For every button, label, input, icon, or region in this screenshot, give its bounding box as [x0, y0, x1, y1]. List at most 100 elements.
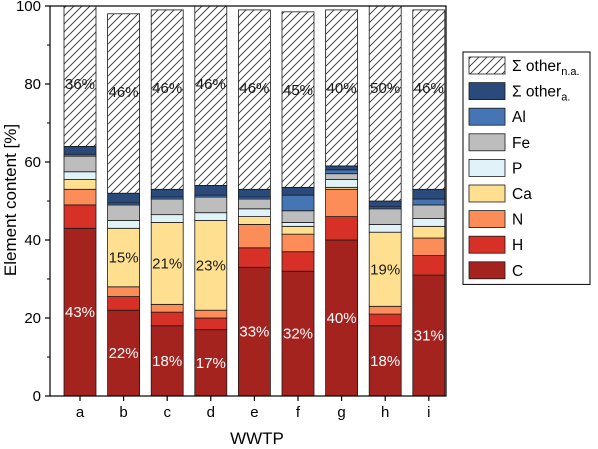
bar-segment-f-Fe: [281, 210, 315, 223]
data-label-h-other_na: 50%: [370, 80, 400, 97]
legend-label-Al: Al: [512, 109, 526, 126]
legend-label-N: N: [512, 212, 523, 229]
data-label-c-C: 18%: [152, 353, 182, 370]
y-tick-label-40: 40: [24, 232, 41, 249]
bar-segment-f-other_na: [281, 11, 315, 188]
bar-segment-d-P: [194, 212, 228, 221]
legend-swatch-other_na: [468, 56, 506, 75]
bar-segment-f-other_a: [281, 186, 315, 196]
bar-segment-a-other_a: [63, 145, 97, 155]
bar-segment-b-C: [107, 309, 140, 397]
x-tick-label-h: h: [381, 404, 389, 421]
bar-segment-g-Al: [325, 169, 359, 175]
bar-segment-f-Ca: [281, 225, 315, 235]
data-label-a-other_na: 36%: [65, 76, 95, 93]
bar-segment-b-Ca: [107, 227, 140, 288]
bar-segment-c-other_a: [150, 188, 184, 198]
data-label-g-C: 40%: [327, 310, 357, 327]
bar-segment-c-N: [150, 303, 184, 313]
bar-segment-d-Ca: [194, 220, 228, 311]
legend-label-H: H: [512, 237, 523, 254]
bar-segment-d-other_na: [194, 5, 228, 186]
bar-segment-c-other_na: [150, 9, 184, 190]
data-label-h-Ca: 19%: [370, 261, 400, 278]
data-label-e-C: 33%: [239, 324, 269, 341]
bar-segment-d-N: [194, 309, 228, 319]
x-tick-label-b: b: [119, 404, 127, 421]
bar-segment-b-N: [107, 286, 140, 297]
data-label-d-other_na: 46%: [196, 76, 226, 93]
bar-segment-h-other_a: [368, 200, 402, 208]
bar-segment-i-other_na: [412, 9, 446, 190]
bars-layer: [63, 5, 446, 397]
legend-swatch-other_a: [468, 82, 506, 100]
legend-swatch-H: [468, 235, 506, 254]
y-tick-label-100: 100: [16, 0, 41, 15]
bar-segment-e-Fe: [237, 198, 271, 210]
data-label-d-Ca: 23%: [196, 257, 226, 274]
data-labels-layer: 43% 22% 18% 17% 33% 32% 40% 18% 31% 15% 21% 23% 19% 3…: [65, 76, 444, 372]
bar-segment-i-P: [412, 218, 446, 227]
bar-segment-g-other_a: [325, 165, 359, 171]
y-axis-title: Element content [%]: [1, 124, 20, 276]
bar-segment-h-Fe: [368, 208, 402, 225]
data-label-f-C: 32%: [283, 326, 313, 343]
bar-segment-e-N: [237, 223, 271, 249]
bar-segment-e-other_a: [237, 188, 271, 198]
bar-segment-e-P: [237, 208, 271, 218]
legend-label-P: P: [512, 160, 522, 177]
bar-segment-f-P: [281, 222, 315, 227]
y-tick-label-0: 0: [33, 388, 41, 405]
y-tick-label-20: 20: [24, 310, 41, 327]
axes-layer: 0 20 40 60 80 100 a b c d e f g h i: [16, 0, 447, 421]
bar-segment-e-other_na: [237, 9, 271, 190]
data-label-b-other_na: 46%: [109, 84, 139, 101]
bar-segment-c-H: [150, 311, 184, 327]
bar-segment-h-P: [368, 223, 402, 233]
data-label-h-C: 18%: [370, 353, 400, 370]
legend-label-Ca: Ca: [512, 186, 532, 203]
bar-segment-d-C: [194, 329, 228, 397]
bar-segment-g-N: [325, 188, 359, 218]
x-tick-label-e: e: [250, 404, 258, 421]
bar-segment-b-other_a: [107, 192, 140, 204]
bar-segment-b-other_na: [107, 13, 140, 194]
y-tick-label-60: 60: [24, 154, 41, 171]
legend-swatch-Fe: [468, 133, 506, 152]
bar-segment-c-Fe: [150, 198, 184, 216]
legend-swatch-Ca: [468, 184, 506, 203]
bar-segment-h-H: [368, 313, 402, 327]
bar-segment-a-C: [63, 227, 97, 397]
x-tick-label-f: f: [296, 404, 301, 421]
x-tick-label-i: i: [427, 404, 430, 421]
bar-segment-a-Fe: [63, 155, 97, 173]
bar-segment-c-C: [150, 325, 184, 397]
legend-label-C: C: [512, 263, 523, 280]
x-tick-label-d: d: [207, 404, 215, 421]
bar-segment-d-other_a: [194, 184, 228, 196]
bar-segment-b-Fe: [107, 204, 140, 221]
bar-segment-h-Ca: [368, 231, 402, 307]
y-tick-label-80: 80: [24, 76, 41, 93]
data-label-d-C: 17%: [196, 355, 226, 372]
bar-segment-i-H: [412, 255, 446, 276]
bar-segment-c-Ca: [150, 222, 184, 305]
bar-segment-a-other_na: [63, 5, 97, 147]
bar-segment-g-Fe: [325, 173, 359, 180]
bar-segment-d-H: [194, 317, 228, 331]
bar-segment-f-Al: [281, 194, 315, 212]
data-label-a-C: 43%: [65, 304, 95, 321]
bar-segment-e-Ca: [237, 216, 271, 225]
bar-segment-h-other_na: [368, 5, 402, 202]
legend-swatch-C: [468, 261, 506, 280]
data-label-f-other_na: 45%: [283, 82, 313, 99]
legend-swatch-N: [468, 210, 506, 229]
data-label-e-other_na: 46%: [239, 80, 269, 97]
bar-segment-a-H: [63, 204, 97, 229]
bar-segment-i-N: [412, 237, 446, 257]
bar-segment-g-H: [325, 216, 359, 241]
x-tick-label-a: a: [76, 404, 85, 421]
legend-swatch-P: [468, 158, 506, 177]
